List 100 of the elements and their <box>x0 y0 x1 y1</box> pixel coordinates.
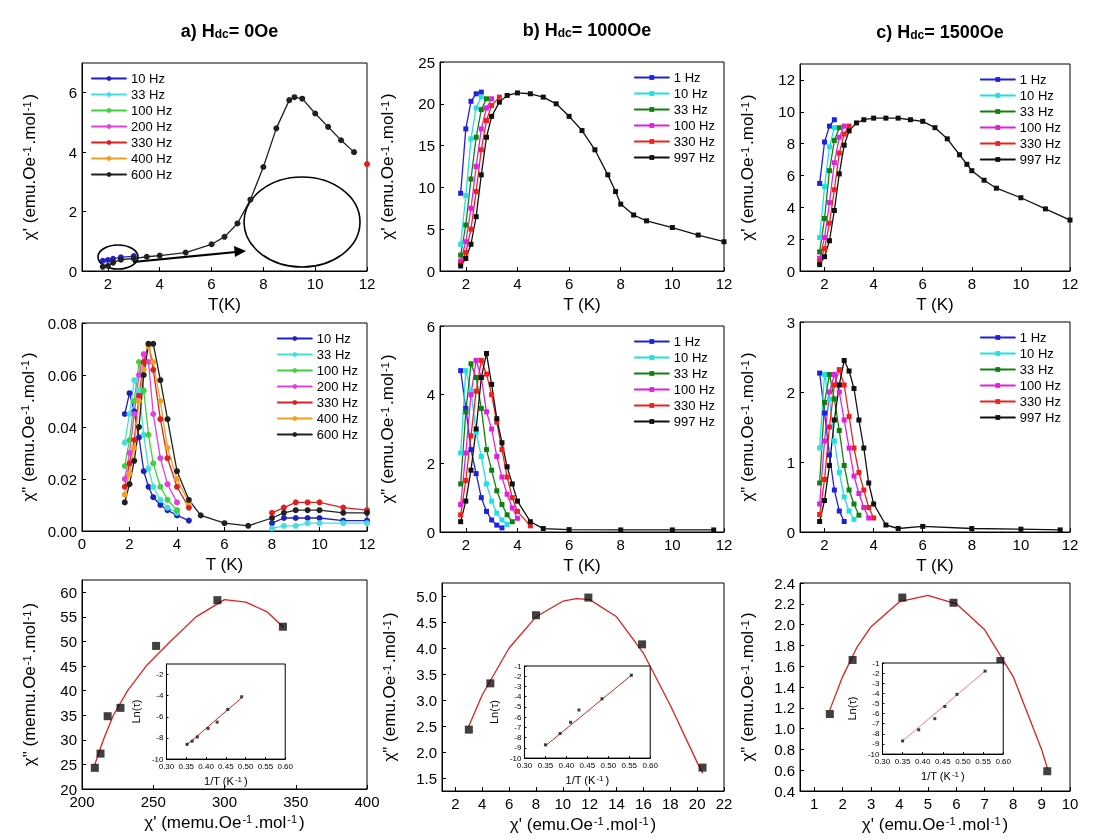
x-tick-label: 6 <box>207 275 216 292</box>
legend-label: 10 Hz <box>673 86 708 101</box>
y-tick-label: -9 <box>514 743 522 753</box>
y-tick-label: 50 <box>60 632 77 650</box>
legend-label: 330 Hz <box>316 395 359 410</box>
x-tick-label: 8 <box>267 535 277 552</box>
y-axis-title: χ" (emu.Oe-1.mol-1) <box>738 352 757 502</box>
x-tick-label: 2 <box>838 795 847 812</box>
legend-label: 330 Hz <box>673 398 716 413</box>
y-axis-title: Ln(τ) <box>487 700 500 725</box>
x-tick-label: 2 <box>125 535 134 552</box>
legend-label: 100 Hz <box>316 363 359 378</box>
legend-label: 400 Hz <box>131 151 173 166</box>
x-tick-label: 8 <box>967 536 976 553</box>
y-tick-label: -10 <box>509 753 523 763</box>
legend-label: 33 Hz <box>1019 362 1054 377</box>
y-tick-label: 3.5 <box>416 665 437 683</box>
x-tick-label: 10 <box>664 275 681 292</box>
y-tick-label: 6 <box>68 84 77 102</box>
x-tick-label: 8 <box>616 536 625 553</box>
x-tick-label: 0.40 <box>198 761 215 771</box>
x-axis-title: T(K) <box>207 294 242 314</box>
x-tick-label: 10 <box>554 795 572 812</box>
legend-label: 330 Hz <box>1019 136 1062 151</box>
legend-label: 997 Hz <box>1019 410 1062 425</box>
y-axis-title: χ" (emu.Oe-1.mol-1) <box>380 612 399 762</box>
x-axis-title: T (K) <box>563 555 601 575</box>
legend-label: 330 Hz <box>673 134 716 149</box>
y-tick-label: 0.6 <box>774 761 795 779</box>
x-tick-label: 12 <box>358 275 376 292</box>
x-tick-label: 2 <box>461 275 470 292</box>
legend-label: 400 Hz <box>316 411 359 426</box>
y-tick-label: 2 <box>786 383 795 401</box>
legend-label: 100 Hz <box>131 103 173 118</box>
legend-label: 200 Hz <box>131 119 173 134</box>
legend-label: 100 Hz <box>673 118 716 133</box>
y-tick-label: -8 <box>872 729 880 739</box>
y-tick-label: -7 <box>514 722 522 732</box>
x-tick-label: 1 <box>810 795 819 812</box>
legend-label: 10 Hz <box>1019 346 1054 361</box>
legend-label: 1 Hz <box>1019 330 1047 345</box>
chart-title: b) Hdc= 1000Oe <box>522 20 652 40</box>
x-tick-label: 0.40 <box>558 760 575 770</box>
y-tick-label: 0 <box>786 262 795 280</box>
y-tick-label: -1 <box>514 661 522 671</box>
x-tick-label: 6 <box>564 536 574 553</box>
y-tick-label: 2 <box>68 203 77 221</box>
y-tick-label: 0 <box>786 523 795 541</box>
y-tick-label: 0 <box>426 523 435 541</box>
x-tick-label: 400 <box>354 793 380 810</box>
y-tick-label: 1 <box>786 453 795 471</box>
legend-label: 33 Hz <box>131 87 165 102</box>
x-tick-label: 20 <box>688 795 706 812</box>
y-tick-label: 20 <box>418 95 435 113</box>
y-axis-title: χ" (memu.Oe-1.mol-1) <box>20 602 39 767</box>
x-tick-label: 10 <box>1012 275 1030 292</box>
legend-label: 1 Hz <box>1019 72 1047 87</box>
y-axis-title: χ" (emu.Oe-1.mol-1) <box>738 612 757 762</box>
y-tick-label: 15 <box>418 137 435 155</box>
y-tick-label: 2 <box>426 454 435 472</box>
legend-label: 10 Hz <box>1019 88 1054 103</box>
y-tick-label: 55 <box>60 608 77 626</box>
legend-label: 997 Hz <box>673 150 716 165</box>
legend-label: 33 Hz <box>673 366 708 381</box>
y-tick-label: 2.0 <box>774 616 795 634</box>
y-tick-label: 2 <box>786 230 795 248</box>
x-tick-label: 0.50 <box>600 760 617 770</box>
y-tick-label: 1.4 <box>774 678 795 696</box>
y-tick-label: 4 <box>68 143 77 161</box>
y-tick-label: 1.5 <box>416 769 437 787</box>
legend-label: 1 Hz <box>673 70 701 85</box>
y-tick-label: -5 <box>514 702 522 712</box>
x-tick-label: 0.35 <box>178 761 195 771</box>
y-tick-label: 4.0 <box>416 639 437 657</box>
x-tick-label: 10 <box>311 535 328 552</box>
y-tick-label: -4 <box>872 688 880 698</box>
y-tick-label: -9 <box>872 739 880 749</box>
x-tick-label: 6 <box>564 275 574 292</box>
y-tick-label: 5.0 <box>416 587 437 605</box>
y-tick-label: 0.08 <box>47 314 77 332</box>
x-tick-label: 12 <box>581 795 599 812</box>
y-tick-label: 40 <box>60 682 77 700</box>
x-tick-label: 12 <box>358 535 376 552</box>
x-tick-label: 350 <box>283 793 309 810</box>
x-tick-label: 22 <box>715 795 733 812</box>
y-tick-label: 4 <box>786 198 795 216</box>
legend-label: 600 Hz <box>316 427 359 442</box>
x-tick-label: 2 <box>820 536 829 553</box>
y-tick-label: 0.02 <box>47 470 77 488</box>
legend-label: 200 Hz <box>316 379 359 394</box>
x-tick-label: 300 <box>211 793 238 810</box>
y-tick-label: 20 <box>60 780 77 798</box>
y-tick-label: -3 <box>872 678 880 688</box>
y-tick-label: 10 <box>418 178 435 196</box>
x-tick-label: 10 <box>1061 795 1079 812</box>
x-tick-label: 0.30 <box>874 756 891 766</box>
x-tick-label: 12 <box>715 275 733 292</box>
x-tick-label: 4 <box>895 795 904 812</box>
y-tick-label: 2.0 <box>416 743 437 761</box>
y-axis-title: χ" (emu.Oe-1.mol-1) <box>378 354 397 504</box>
